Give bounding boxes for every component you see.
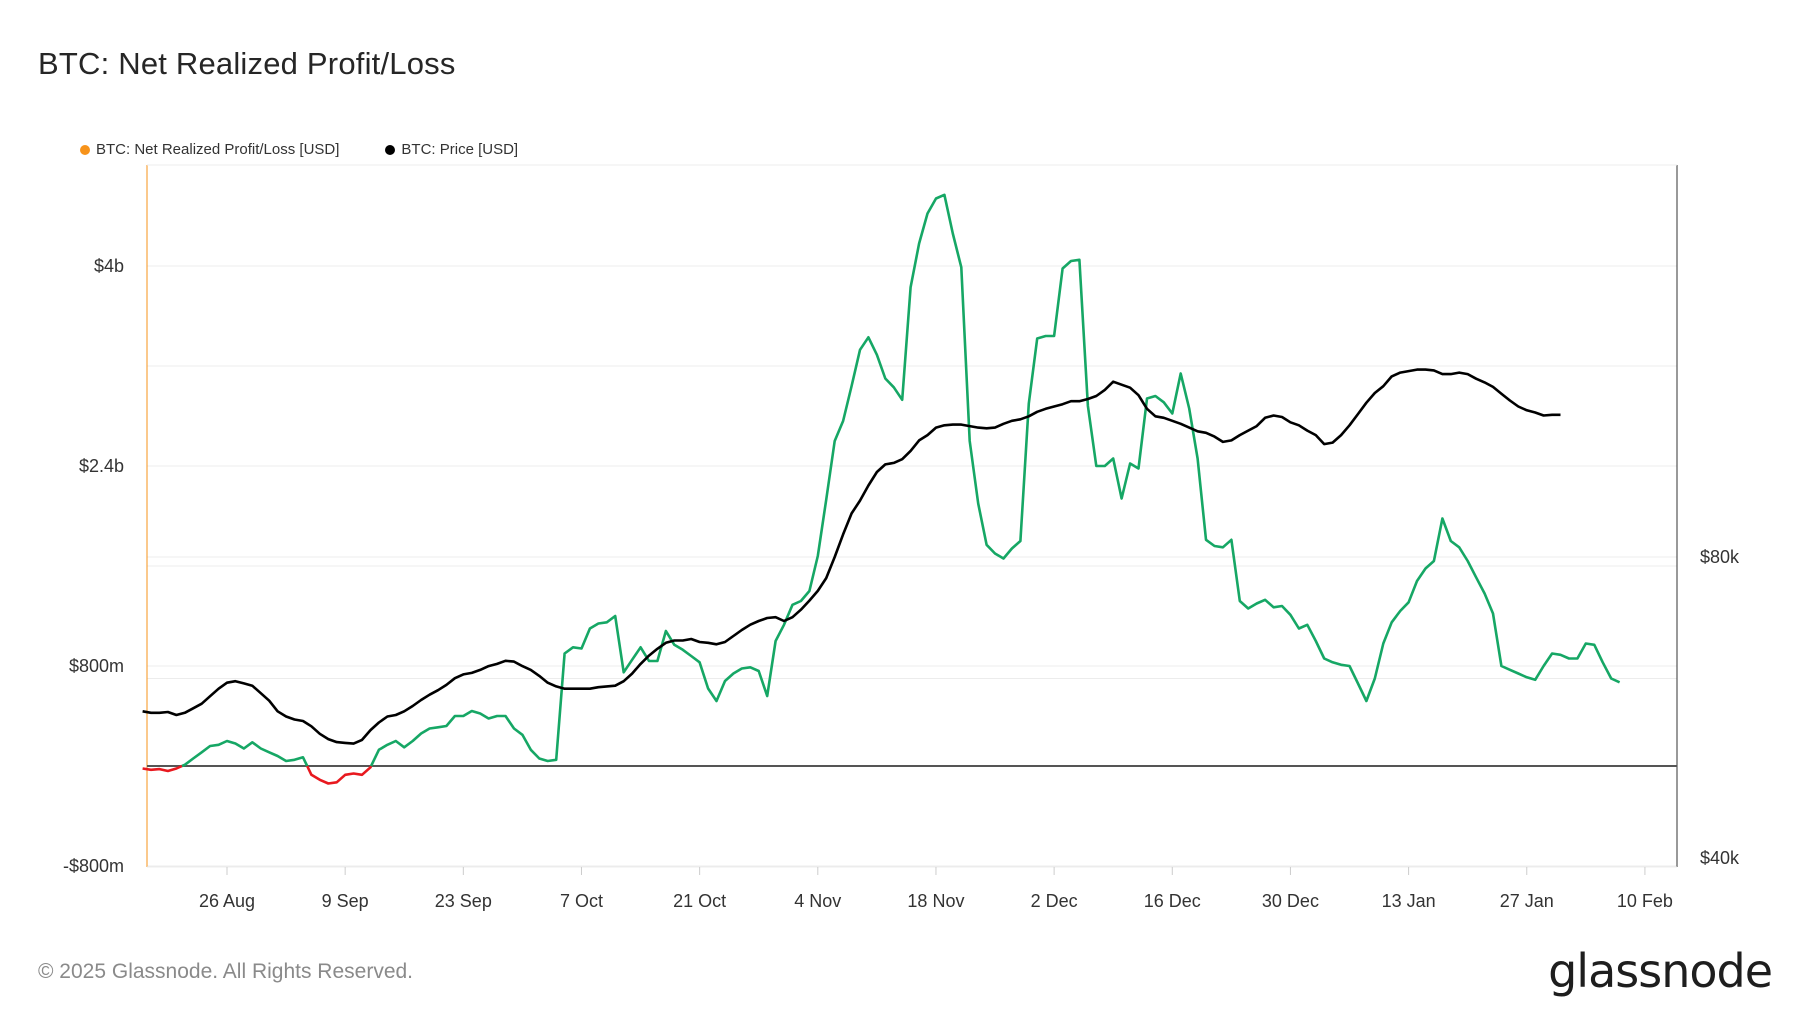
x-tick-label-3: 7 Oct	[560, 891, 603, 911]
legend-dot-black-icon	[385, 144, 396, 155]
legend: BTC: Net Realized Profit/Loss [USD] BTC:…	[80, 141, 518, 158]
chart-title: BTC: Net Realized Profit/Loss	[38, 46, 456, 81]
legend-item-nrpl[interactable]: BTC: Net Realized Profit/Loss [USD]	[80, 141, 339, 158]
nrpl-line-segment-0	[142, 764, 183, 773]
legend-label-price: BTC: Price [USD]	[401, 141, 519, 158]
nrpl-line-segment-1	[181, 739, 309, 768]
legend-label-nrpl: BTC: Net Realized Profit/Loss [USD]	[96, 141, 340, 158]
y-right-tick-label-1: $80k	[1700, 547, 1740, 567]
nrpl-line-segment-3	[369, 193, 1621, 767]
x-tick-label-5: 4 Nov	[794, 891, 841, 911]
legend-dot-orange-icon	[80, 144, 90, 155]
y-left-tick-label-3: $4b	[94, 256, 124, 276]
y-left-tick-label-1: $800m	[69, 656, 124, 676]
x-tick-label-7: 2 Dec	[1031, 891, 1078, 911]
x-tick-label-12: 10 Feb	[1617, 891, 1673, 911]
price-line	[142, 368, 1561, 745]
x-tick-label-4: 21 Oct	[673, 891, 726, 911]
glassnode-logo[interactable]: glassnode	[1548, 944, 1773, 998]
x-tick-label-9: 30 Dec	[1262, 891, 1319, 911]
legend-item-price[interactable]: BTC: Price [USD]	[385, 141, 518, 158]
y-left-tick-label-0: -$800m	[63, 856, 124, 876]
x-tick-label-6: 18 Nov	[907, 891, 964, 911]
x-tick-label-8: 16 Dec	[1144, 891, 1201, 911]
x-tick-label-11: 27 Jan	[1500, 891, 1554, 911]
x-tick-label-0: 26 Aug	[199, 891, 255, 911]
x-tick-label-10: 13 Jan	[1382, 891, 1436, 911]
y-left-tick-label-2: $2.4b	[79, 456, 124, 476]
x-tick-label-2: 23 Sep	[435, 891, 492, 911]
copyright-footer: © 2025 Glassnode. All Rights Reserved.	[38, 960, 414, 983]
nrpl-line-segment-2	[306, 765, 373, 785]
x-tick-label-1: 9 Sep	[322, 891, 369, 911]
y-right-tick-label-0: $40k	[1700, 848, 1740, 868]
